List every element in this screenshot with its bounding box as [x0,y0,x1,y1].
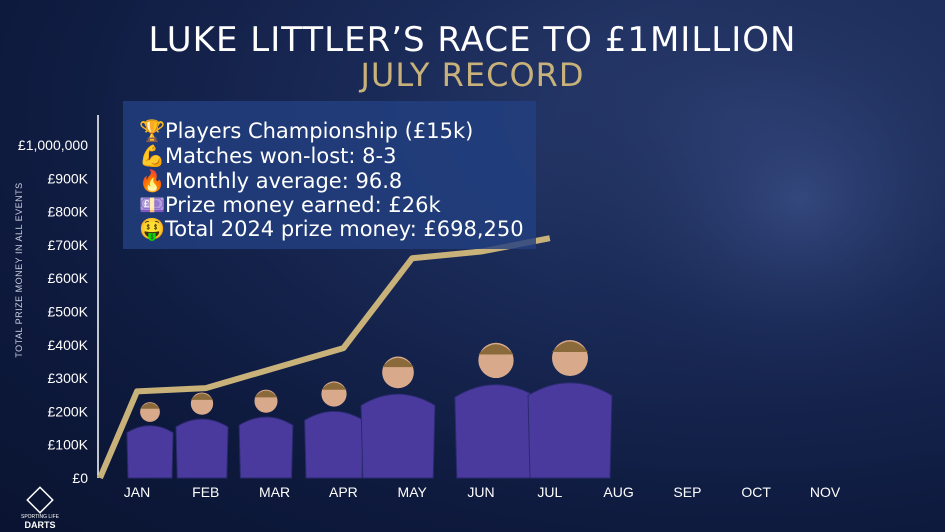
stat-text: Total 2024 prize money: £698,250 [165,217,524,241]
x-tick-label: AUG [603,484,633,500]
y-tick-label: £100K [48,437,89,453]
player-body [304,410,364,479]
y-tick-label: £400K [48,337,89,353]
series-line [97,235,551,480]
stats-box: 🏆Players Championship (£15k) 💪Matches wo… [123,101,536,249]
y-tick-label: £700K [48,237,89,253]
stat-text: Players Championship (£15k) [165,119,474,143]
stat-row-prize: 💷Prize money earned: £26k [139,193,441,218]
player-figure [360,356,436,479]
y-axis-label: TOTAL PRIZE MONEY IN ALL EVENTS [14,182,24,358]
player-figures [126,340,613,479]
player-figure [238,389,294,479]
stat-row-tournament: 🏆Players Championship (£15k) [139,119,473,144]
player-body [360,393,436,479]
sporting-life-darts-logo: SPORTING LIFE DARTS [10,486,70,532]
x-tick-label: FEB [192,484,219,500]
money-notes-icon: 💷 [139,193,166,217]
player-body [175,418,229,479]
fire-icon: 🔥 [139,169,166,193]
stat-row-matches: 💪Matches won-lost: 8-3 [139,144,396,169]
x-tick-label: JUN [467,484,494,500]
player-hair [321,382,347,390]
player-hair [190,393,214,400]
y-tick-label: £0 [72,470,88,486]
player-figure [126,402,174,479]
x-tick-label: APR [329,484,358,500]
stat-text: Matches won-lost: 8-3 [165,144,397,168]
y-tick-label: £200K [48,403,89,419]
dartboard-icon [26,486,54,514]
x-tick-label: SEP [673,484,701,500]
money-face-icon: 🤑 [139,217,166,241]
player-body [126,425,174,479]
stat-text: Prize money earned: £26k [165,193,441,217]
player-figure [175,392,229,479]
x-tick-label: OCT [741,484,771,500]
logo-big-text: DARTS [24,520,56,530]
y-tick-label: £900K [48,170,89,186]
stat-row-average: 🔥Monthly average: 96.8 [139,169,402,194]
player-body [454,384,538,479]
chart-subtitle: JULY RECORD [360,56,585,94]
logo-small-text: SPORTING LIFE [21,514,59,520]
player-body [238,416,294,479]
player-figure [454,342,538,479]
player-figure [527,340,613,479]
y-tick-label: £600K [48,270,89,286]
chart-series [97,235,551,480]
x-tick-label: JAN [124,484,150,500]
flexed-biceps-icon: 💪 [139,144,166,168]
y-tick-label: £500K [48,304,89,320]
player-hair [254,390,278,398]
y-tick-label: £800K [48,204,89,220]
player-hair [478,344,514,355]
chart-axes: £0 £100K £200K £300K £400K £500K £600K £700K £80… [18,115,841,500]
stat-text: Monthly average: 96.8 [165,169,403,193]
player-hair [552,341,588,352]
player-body [527,382,613,479]
y-tick-label: £1,000,000 [18,137,88,153]
player-figure [304,381,364,479]
stat-row-total: 🤑Total 2024 prize money: £698,250 [139,217,524,242]
trophy-icon: 🏆 [139,119,166,143]
x-tick-label: MAR [259,484,290,500]
background-glow [540,0,945,430]
x-tick-label: JUL [537,484,562,500]
x-tick-label: MAY [398,484,428,500]
x-tick-label: NOV [810,484,841,500]
player-hair [382,357,414,368]
chart-title: LUKE LITTLER’S RACE TO £1MILLION [148,20,797,60]
y-tick-label: £300K [48,370,89,386]
player-hair [140,402,160,409]
